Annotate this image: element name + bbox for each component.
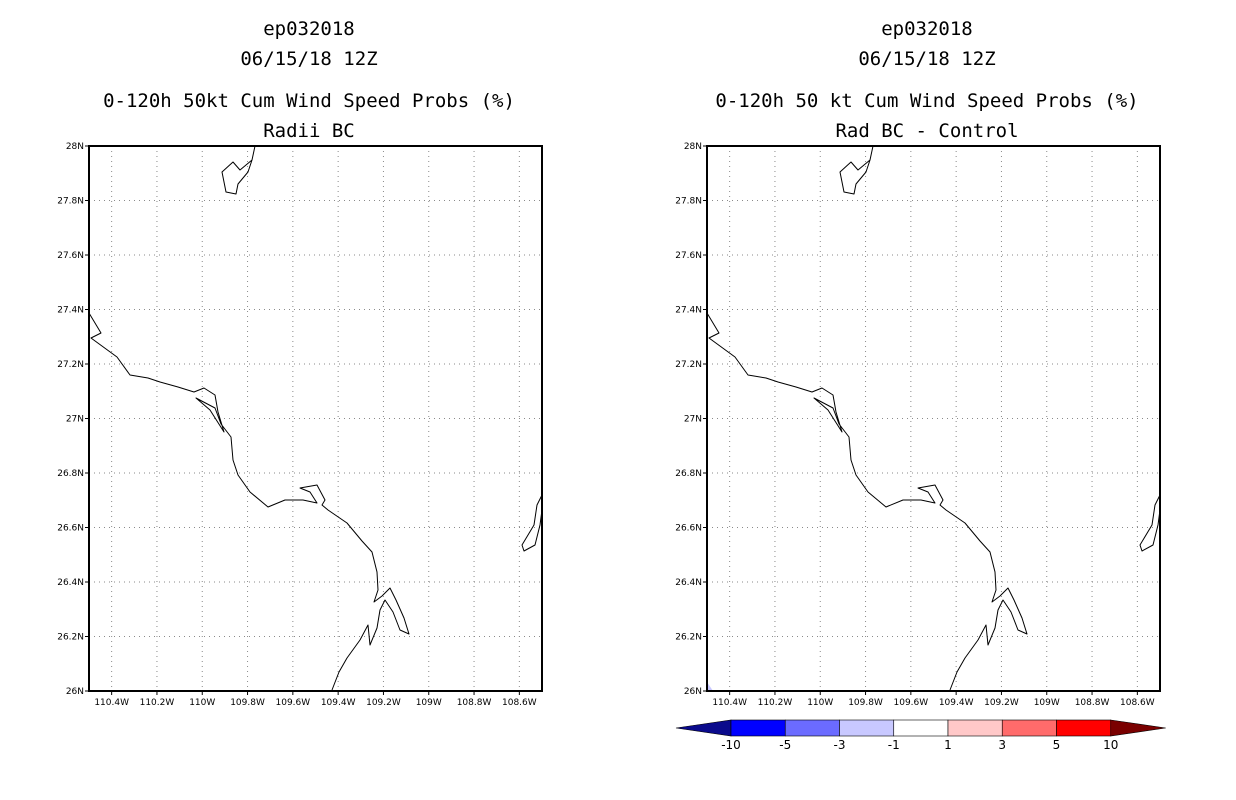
plot-subtitle: Radii BC (263, 120, 355, 142)
colorbar-label: -1 (888, 738, 900, 752)
coastline-segment (221, 145, 256, 195)
lon-label: 108.6W (1120, 698, 1155, 708)
lat-label: 26.2N (57, 633, 84, 643)
lat-label: 27N (66, 415, 84, 425)
negative-prob-shading (707, 682, 713, 691)
lon-axis: 110.4W 110.2W 110W 109.8W 109.6W 109.4W 109.2W… (94, 691, 537, 708)
colorbar-swatch (1056, 719, 1112, 737)
lon-label: 108.8W (457, 698, 492, 708)
case-id: ep032018 (263, 18, 355, 40)
lat-label: 28N (66, 142, 84, 152)
colorbar-swatch (893, 719, 949, 737)
lon-label: 110.2W (140, 698, 175, 708)
lon-label: 109.6W (276, 698, 311, 708)
lon-label: 110.4W (712, 698, 747, 708)
lat-label: 27.6N (675, 251, 702, 261)
panel-rad-bc-control: ep032018 06/15/18 12Z 0-120h 50 kt Cum W… (618, 0, 1236, 800)
lon-label: 110.4W (94, 698, 129, 708)
lat-label: 26.6N (675, 524, 702, 534)
coastline-segment (1139, 494, 1161, 552)
lat-label: 28N (684, 142, 702, 152)
colorbar-label: -3 (834, 738, 846, 752)
colorbar: -10 -5 -3 -1 1 3 5 10 (675, 719, 1166, 752)
colorbar-low-arrow (675, 719, 732, 737)
datetime: 06/15/18 12Z (240, 48, 378, 70)
datetime: 06/15/18 12Z (858, 48, 996, 70)
lon-label: 109.6W (894, 698, 929, 708)
lat-label: 26N (684, 687, 702, 697)
lon-label: 109.2W (984, 698, 1019, 708)
lon-label: 109.8W (230, 698, 265, 708)
case-id: ep032018 (881, 18, 973, 40)
coastline-segment (839, 145, 874, 195)
lon-label: 109.2W (366, 698, 401, 708)
colorbar-swatch (839, 719, 895, 737)
lon-label: 109.4W (321, 698, 356, 708)
coastline-segment (521, 494, 543, 552)
lat-label: 27.2N (675, 360, 702, 370)
lon-label: 110W (189, 698, 215, 708)
colorbar-label: 1 (944, 738, 952, 752)
colorbar-label: 5 (1053, 738, 1061, 752)
lon-label: 108.8W (1075, 698, 1110, 708)
lon-label: 109W (1034, 698, 1060, 708)
lat-label: 26.4N (675, 578, 702, 588)
colorbar-label: -10 (721, 738, 741, 752)
lat-label: 27N (684, 415, 702, 425)
plot-title: 0-120h 50 kt Cum Wind Speed Probs (%) (715, 90, 1139, 112)
colorbar-label: 10 (1103, 738, 1118, 752)
lat-label: 27.4N (57, 306, 84, 316)
lat-label: 27.2N (57, 360, 84, 370)
lon-label: 109.4W (939, 698, 974, 708)
plot-subtitle: Rad BC - Control (835, 120, 1019, 142)
gridlines (707, 146, 1160, 691)
coastline (88, 145, 543, 691)
lon-label: 108.6W (502, 698, 537, 708)
colorbar-swatch (730, 719, 786, 737)
lat-label: 27.8N (57, 197, 84, 207)
colorbar-high-arrow (1110, 719, 1166, 737)
colorbar-swatch (784, 719, 840, 737)
lon-label: 109W (416, 698, 442, 708)
colorbar-label: -5 (779, 738, 791, 752)
coastline-segment (706, 312, 1028, 691)
lon-label: 109.8W (848, 698, 883, 708)
lat-label: 27.4N (675, 306, 702, 316)
lat-axis: 28N 27.8N 27.6N 27.4N 27.2N 27N 26.8N 26.6N 26.4… (57, 142, 89, 697)
colorbar-swatch (1001, 719, 1057, 737)
lat-label: 27.8N (675, 197, 702, 207)
map-plot: 28N 27.8N 27.6N 27.4N 27.2N 27N 26.8N 26.6N 26.4… (57, 142, 543, 708)
map-plot: 28N 27.8N 27.6N 27.4N 27.2N 27N 26.8N 26.6N 26.4… (675, 142, 1166, 752)
lat-label: 26.4N (57, 578, 84, 588)
plot-title: 0-120h 50kt Cum Wind Speed Probs (%) (103, 90, 515, 112)
lat-label: 26.8N (57, 469, 84, 479)
lat-label: 26.8N (675, 469, 702, 479)
lat-label: 27.6N (57, 251, 84, 261)
lon-axis: 110.4W 110.2W 110W 109.8W 109.6W 109.4W 109.2W… (712, 691, 1155, 708)
lon-label: 110W (807, 698, 833, 708)
coastline (706, 145, 1161, 691)
lat-label: 26.6N (57, 524, 84, 534)
lat-label: 26N (66, 687, 84, 697)
colorbar-label: 3 (998, 738, 1006, 752)
lon-label: 110.2W (758, 698, 793, 708)
gridlines (89, 146, 542, 691)
lat-label: 26.2N (675, 633, 702, 643)
coastline-segment (88, 312, 410, 691)
panel-radii-bc: ep032018 06/15/18 12Z 0-120h 50kt Cum Wi… (57, 18, 543, 708)
colorbar-swatch (947, 719, 1003, 737)
lat-axis: 28N 27.8N 27.6N 27.4N 27.2N 27N 26.8N 26.6N 26.4… (675, 142, 707, 697)
